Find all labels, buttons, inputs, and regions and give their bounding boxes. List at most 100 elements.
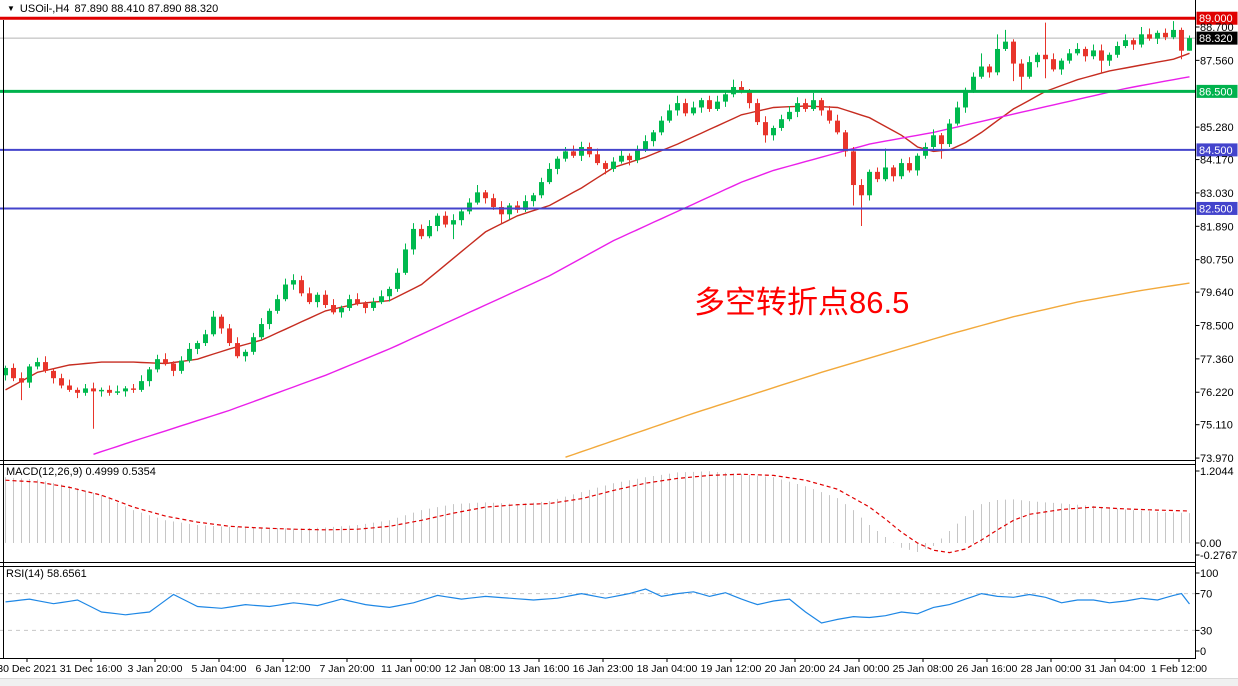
candle-body: [67, 385, 72, 390]
date-axis-label: 24 Jan 00:00: [829, 663, 890, 675]
date-axis-label: 11 Jan 00:00: [381, 663, 441, 675]
candle-body: [267, 310, 272, 325]
candle-body: [811, 100, 816, 109]
candle-body: [483, 192, 488, 199]
date-axis[interactable]: 30 Dec 2021 31 Dec 16:00 3 Jan 20:00 5 Jan …: [0, 658, 1207, 676]
candle-body: [163, 359, 168, 364]
candle-body: [27, 366, 32, 383]
candles[interactable]: [3, 21, 1192, 429]
candle-body: [579, 146, 584, 156]
candle-body: [739, 86, 744, 92]
candle-body: [891, 167, 896, 177]
candle-body: [323, 294, 328, 306]
candle-body: [147, 369, 152, 382]
candle-body: [627, 155, 632, 161]
price-axis[interactable]: 88.700 87.560 85.280 84.170 83.030 81.890 80.7…: [1195, 22, 1234, 465]
candle-body: [443, 215, 448, 225]
candle-body: [395, 272, 400, 289]
candle-body: [1035, 54, 1040, 63]
candle-body: [179, 360, 184, 371]
candle-body: [723, 94, 728, 102]
candle-body: [779, 119, 784, 128]
candle-body: [803, 103, 808, 109]
candle-body: [1123, 40, 1128, 47]
candle-body: [1003, 41, 1008, 49]
horizontal-level-lines[interactable]: 89.000 86.500 84.500 82.500: [0, 11, 1238, 216]
price-axis-label: 84.170: [1200, 155, 1234, 167]
macd-scale-label: 0.00: [1200, 538, 1221, 550]
candle-body: [75, 389, 80, 393]
symbol-dropdown-icon[interactable]: ▼: [7, 4, 15, 13]
rsi-panel[interactable]: 100 70 30 0: [0, 568, 1218, 658]
candle-body: [595, 154, 600, 164]
candle-body: [1155, 32, 1160, 39]
date-axis-label: 25 Jan 08:00: [893, 663, 954, 675]
candle-body: [475, 192, 480, 203]
candle-body: [1107, 54, 1112, 61]
macd-signal-line: [5, 473, 1190, 554]
price-axis-label: 75.110: [1200, 420, 1233, 432]
date-axis-label: 20 Jan 20:00: [765, 663, 826, 675]
candle-body: [1147, 34, 1152, 39]
candle-body: [859, 185, 864, 196]
candle-body: [275, 299, 280, 311]
ohlc-readout: 87.890 88.410 87.890 88.320: [74, 3, 219, 15]
date-axis-label: 26 Jan 16:00: [957, 663, 1018, 675]
candle-body: [467, 202, 472, 212]
candle-body: [883, 167, 888, 180]
date-axis-label: 7 Jan 20:00: [320, 663, 375, 675]
chart-text-annotation[interactable]: 多空转折点86.5: [694, 285, 910, 320]
candle-body: [1027, 62, 1032, 77]
candle-body: [435, 215, 440, 227]
candle-body: [1131, 40, 1136, 45]
candle-body: [35, 362, 40, 367]
macd-panel[interactable]: 1.2044 0.00-0.2767: [5, 466, 1238, 562]
candle-body: [851, 151, 856, 186]
candle-body: [1171, 29, 1176, 38]
candle-body: [611, 161, 616, 169]
date-axis-label: 28 Jan 00:00: [1021, 663, 1082, 675]
candle-body: [155, 359, 160, 370]
price-axis-label: 79.640: [1200, 287, 1234, 299]
bottom-scrollbar-strip[interactable]: [0, 678, 1238, 686]
candle-body: [555, 158, 560, 169]
candle-body: [459, 211, 464, 221]
candle-body: [971, 76, 976, 90]
level-price-badge: [1196, 84, 1238, 98]
price-axis-label: 80.750: [1200, 255, 1234, 267]
candle-body: [755, 103, 760, 123]
date-axis-label: 6 Jan 12:00: [256, 663, 311, 675]
candle-body: [643, 141, 648, 150]
candle-body: [651, 132, 656, 142]
main-chart-panel[interactable]: 88.320: [0, 31, 1238, 458]
rsi-indicator-label: RSI(14) 58.6561: [6, 568, 87, 580]
date-axis-label: 3 Jan 20:00: [128, 663, 183, 675]
fast-ma-line: [5, 52, 1190, 391]
level-price-badge-text: 89.000: [1199, 13, 1233, 25]
date-axis-label: 5 Jan 04:00: [192, 663, 247, 675]
candle-body: [635, 149, 640, 161]
macd-indicator-label: MACD(12,26,9) 0.4999 0.5354: [6, 466, 156, 478]
candle-body: [403, 249, 408, 273]
price-axis-label: 83.030: [1200, 188, 1234, 200]
candle-body: [235, 343, 240, 357]
candle-body: [291, 280, 296, 285]
medium-ma-line: [93, 76, 1190, 455]
candle-body: [379, 296, 384, 303]
candle-body: [411, 228, 416, 250]
candle-body: [979, 66, 984, 77]
rsi-scale-label: 0: [1200, 646, 1206, 658]
price-axis-label: 78.500: [1200, 321, 1234, 333]
rsi-line: [5, 588, 1190, 624]
symbol-name: USOil-,H4: [19, 3, 70, 15]
candle-body: [315, 294, 320, 303]
candle-body: [251, 337, 256, 352]
price-axis-label: 77.360: [1200, 354, 1234, 366]
candle-body: [835, 120, 840, 133]
candle-body: [51, 370, 56, 379]
candle-body: [963, 89, 968, 108]
candle-body: [867, 171, 872, 196]
candle-body: [451, 220, 456, 225]
date-axis-label: 12 Jan 08:00: [445, 663, 506, 675]
